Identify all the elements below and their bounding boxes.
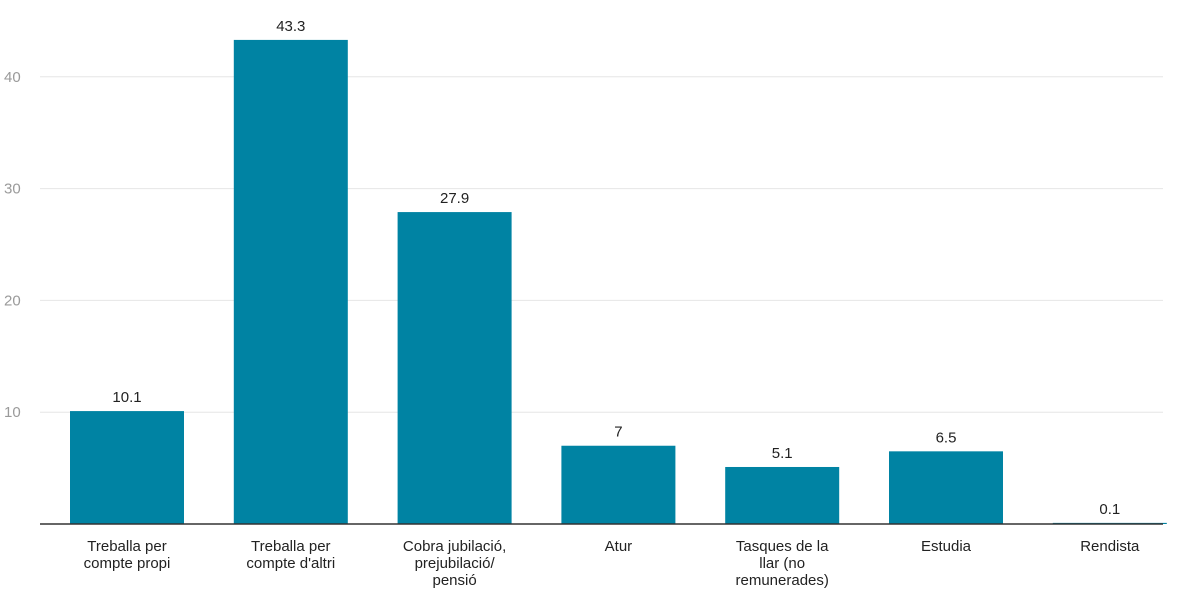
gridlines: [40, 76, 1163, 413]
category-label-line: pensió: [432, 572, 476, 589]
data-label: 5.1: [772, 445, 793, 462]
bar: [725, 466, 840, 524]
category-label-line: Cobra jubilació,: [403, 538, 506, 555]
category-label-line: remunerades): [736, 572, 829, 589]
bars: [70, 39, 1167, 524]
category-label: Estudia: [921, 538, 972, 555]
category-label: Treballa per compte d'altri: [246, 538, 335, 572]
y-tick-label: 40: [4, 69, 21, 86]
category-label-line: Treballa per: [251, 538, 330, 555]
data-label: 6.5: [936, 429, 957, 446]
value-labels: 10.1 43.3 27.9 7 5.1 6.5 0.1: [112, 18, 1120, 518]
bar: [889, 451, 1003, 524]
category-label-line: Atur: [605, 538, 633, 555]
bar: [561, 445, 676, 524]
category-label-line: compte propi: [84, 555, 171, 572]
bar: [70, 411, 184, 524]
category-label-line: Treballa per: [87, 538, 166, 555]
data-label: 27.9: [440, 190, 469, 207]
category-label-line: Rendista: [1080, 538, 1140, 555]
category-label-line: Estudia: [921, 538, 972, 555]
y-tick-label: 30: [4, 181, 21, 198]
category-label-line: Tasques de la: [736, 538, 829, 555]
data-label: 10.1: [112, 389, 141, 406]
bar: [397, 212, 512, 524]
data-label: 43.3: [276, 18, 305, 35]
data-label: 0.1: [1099, 501, 1120, 518]
category-label: Tasques de la llar (no remunerades): [736, 538, 830, 589]
category-label: Cobra jubilació, prejubilació/pensió: [403, 538, 506, 589]
y-axis-tick-labels: 10 20 30 40: [4, 69, 21, 421]
y-tick-label: 20: [4, 292, 21, 309]
category-label-line: prejubilació/: [415, 555, 496, 572]
category-label: Treballa per compte propi: [84, 538, 171, 572]
bar: [233, 39, 348, 524]
category-label-line: compte d'altri: [246, 555, 335, 572]
data-label: 7: [614, 424, 622, 441]
category-label-line: llar (no: [759, 555, 805, 572]
category-label: Rendista: [1080, 538, 1140, 555]
y-tick-label: 10: [4, 404, 21, 421]
category-label: Atur: [605, 538, 633, 555]
